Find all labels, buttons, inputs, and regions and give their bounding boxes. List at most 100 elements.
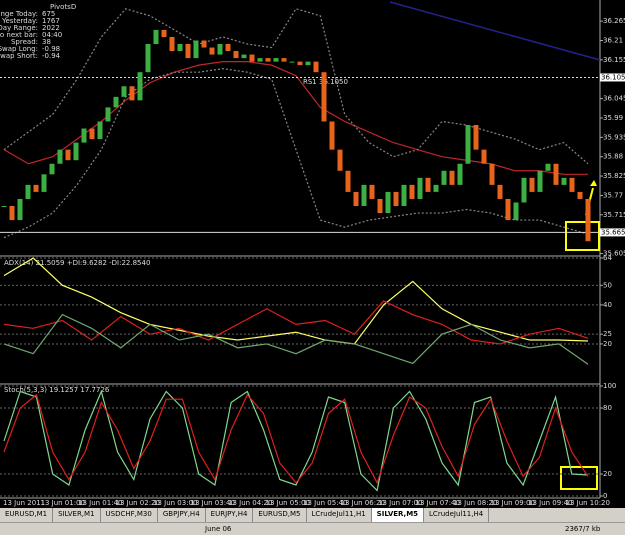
info-value: -0.94 [42, 52, 61, 60]
info-label: Spread: [11, 38, 38, 46]
candle [473, 125, 479, 150]
candle [289, 61, 295, 63]
info-label: Range Today: [0, 10, 38, 18]
chart-tab[interactable]: EURUSD,M5 [253, 508, 307, 522]
chart-tab[interactable]: EURUSD,M1 [0, 508, 54, 522]
candle [1, 205, 7, 207]
y-tick-label: 36.265 [603, 17, 625, 25]
indicator-line [3, 389, 589, 492]
indicator-line [3, 8, 589, 165]
candle [345, 170, 351, 192]
candle [161, 29, 167, 37]
candle [529, 177, 535, 192]
y-tick-label: 20 [603, 340, 612, 348]
x-tick-label: 13 Jun 03:00 [153, 499, 197, 507]
chart-tab[interactable]: SILVER,M5 [371, 508, 425, 522]
info-label: Swap Long: [0, 45, 38, 53]
y-tick-label: 35.825 [603, 172, 625, 180]
candle [553, 163, 559, 185]
candle [505, 198, 511, 221]
y-tick-label: 64 [603, 254, 612, 262]
level-box [600, 73, 625, 82]
chart: RS1 36.1050 ADX(14) 21.5059 +DI:9.6282 -… [0, 0, 625, 508]
level-box [600, 228, 625, 237]
candle [577, 191, 583, 199]
candle [217, 44, 223, 55]
x-tick-label: 13 Jun 10:20 [566, 499, 610, 507]
candle [489, 163, 495, 185]
info-label: 30 Day Range: [0, 24, 38, 32]
candle [481, 149, 487, 164]
candle [449, 170, 455, 185]
y-tick-label: 20 [603, 470, 612, 478]
candle [561, 177, 567, 185]
candle [321, 72, 327, 122]
x-tick-label: 13 Jun 05:40 [303, 499, 347, 507]
candle [313, 61, 319, 73]
candle [89, 128, 95, 140]
candle [425, 177, 431, 192]
candle [81, 128, 87, 143]
candle [585, 198, 591, 242]
candle [569, 177, 575, 192]
y-tick-label: 40 [603, 301, 612, 309]
y-tick-label: 36.045 [603, 95, 625, 103]
info-label: Time to next bar: [0, 31, 38, 39]
info-title: PivotsD [50, 3, 76, 11]
candle [337, 149, 343, 171]
level-label: 36.1050 [601, 73, 625, 81]
candle [145, 44, 151, 73]
candle [73, 142, 79, 161]
x-tick-label: 13 Jun 01:00 [41, 499, 85, 507]
y-tick-label: 36.155 [603, 56, 625, 64]
candle [121, 86, 127, 97]
y-tick-label: 100 [603, 382, 616, 390]
candle [113, 96, 119, 108]
chart-tabs: EURUSD,M1 SILVER,M1 USDCHF,M30 GBPJPY,H4 EUR… [0, 508, 625, 522]
candle [169, 36, 175, 52]
x-tick-label: 13 Jun 07:40 [416, 499, 460, 507]
x-tick-label: 13 Jun 03:40 [191, 499, 235, 507]
candle [97, 121, 103, 140]
chart-tab[interactable]: SILVER,M1 [53, 508, 101, 522]
info-value: -0.98 [42, 45, 60, 53]
chart-tab[interactable]: GBPJPY,H4 [158, 508, 206, 522]
candle [369, 184, 375, 199]
candle [9, 205, 15, 221]
candle [257, 58, 263, 62]
candle [353, 191, 359, 206]
candle [521, 177, 527, 203]
info-value: 1767 [42, 17, 60, 25]
candle [57, 149, 63, 164]
chart-tab[interactable]: USDCHF,M30 [101, 508, 158, 522]
info-value: 04:40 [42, 31, 62, 39]
candle [513, 202, 519, 221]
y-tick-label: 35.605 [603, 250, 625, 258]
y-tick-label: 35.99 [603, 114, 623, 122]
candle [273, 58, 279, 62]
x-tick-label: 13 Jun 07:00 [378, 499, 422, 507]
x-tick-label: 13 Jun 09:40 [528, 499, 572, 507]
candle [361, 184, 367, 206]
x-tick-label: 13 Jun 05:00 [266, 499, 310, 507]
candle [49, 163, 55, 175]
indicator-line [3, 68, 589, 239]
candle [225, 44, 231, 52]
stoch-title: Stoch(5,3,3) 19.1257 17.7726 [4, 386, 110, 394]
candle [249, 54, 255, 62]
adx-title: ADX(14) 21.5059 +DI:9.6282 -DI:22.8540 [4, 259, 150, 267]
chart-tab[interactable]: EURJPY,H4 [206, 508, 254, 522]
chart-tab[interactable]: LCrudeJul11,H4 [424, 508, 490, 522]
candle [385, 191, 391, 214]
candle [185, 44, 191, 59]
candle [177, 44, 183, 52]
candle [129, 86, 135, 101]
y-tick-label: 50 [603, 281, 612, 289]
candle [537, 170, 543, 192]
candle [393, 191, 399, 206]
status-date: June 06 [205, 525, 232, 533]
candle [193, 40, 199, 59]
y-tick-label: 35.88 [603, 153, 623, 161]
chart-tab[interactable]: LCrudeJul11,H1 [307, 508, 372, 522]
